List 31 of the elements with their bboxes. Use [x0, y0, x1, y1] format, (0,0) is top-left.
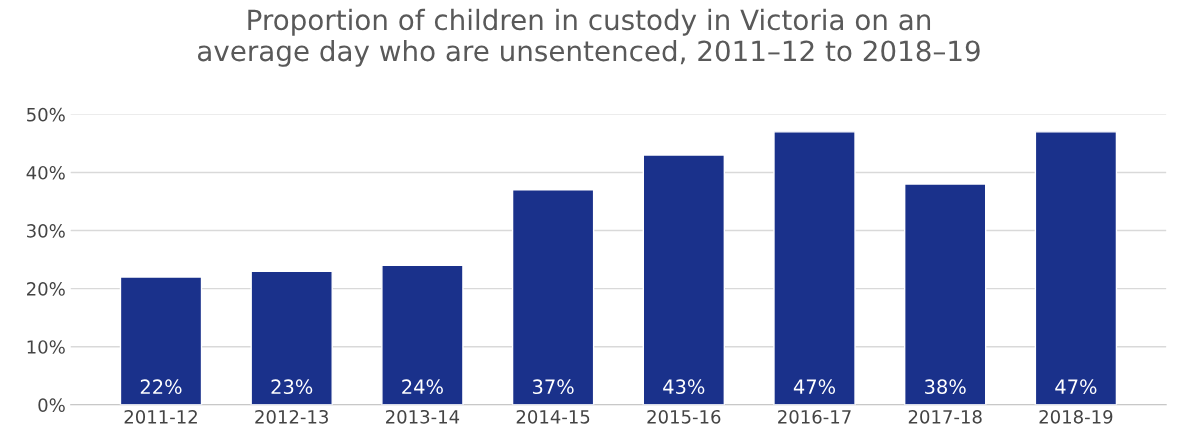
y-tick-label: 30% [27, 224, 65, 238]
x-tick-label: 2017-18 [908, 409, 982, 424]
bar [903, 183, 987, 405]
x-tick-label: 2014-15 [516, 409, 590, 424]
y-tick-label: 20% [27, 282, 65, 296]
x-tick-label: 2018-19 [1039, 409, 1113, 424]
data-label: 47% [793, 379, 836, 395]
data-label: 43% [663, 379, 705, 395]
bar [642, 154, 726, 405]
bar [773, 131, 856, 405]
bar [250, 270, 333, 405]
data-label: 23% [271, 379, 313, 395]
y-tick-label: 50% [27, 107, 65, 122]
y-tick-label: 10% [27, 340, 65, 354]
data-label: 24% [402, 379, 443, 395]
x-tick-label: 2012-13 [255, 409, 328, 424]
x-tick-label: 2016-17 [778, 409, 851, 424]
data-label: 22% [140, 379, 182, 395]
data-label: 37% [532, 379, 574, 395]
x-tick-label: 2013-14 [386, 409, 460, 424]
chart-title: Proportion of children in custody in Victoria on an average day who are unsentenced, 2011–12 to 2018–19 [197, 8, 980, 67]
bar [381, 264, 464, 405]
x-tick-label: 2015-16 [647, 409, 721, 424]
y-tick-label: 0% [38, 398, 65, 412]
x-tick-label: 2011-12 [124, 409, 197, 424]
data-label: 47% [1055, 379, 1097, 395]
y-tick-label: 40% [26, 165, 65, 180]
bar [119, 276, 203, 405]
bar [1034, 131, 1118, 405]
data-label: 38% [925, 379, 966, 395]
bar [511, 189, 595, 405]
